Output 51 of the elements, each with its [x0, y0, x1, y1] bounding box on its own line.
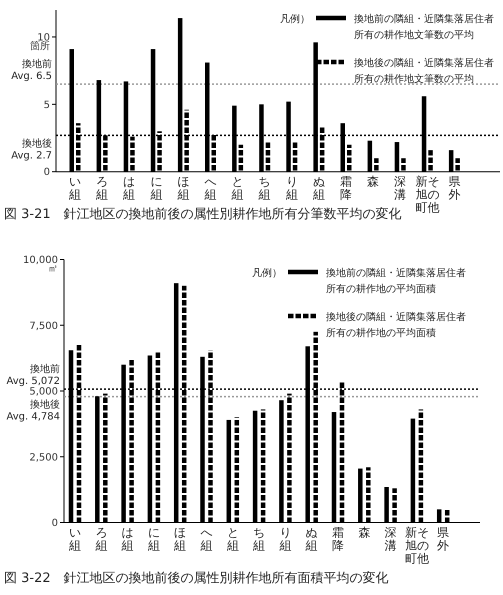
ref-line-label: 換地前 Avg. 5,072 — [6, 363, 60, 388]
y-tick-label: 5 — [44, 100, 50, 111]
legend-label: 換地前の隣組・近隣集落居住者所有の耕作地文筆数の平均 — [354, 13, 494, 41]
x-tick-label: 森 — [358, 526, 370, 540]
x-tick-label: ち組 — [252, 526, 266, 552]
text: 図 3-22 針江地区の換地前後の属性別耕作地所有面積平均の変化 — [4, 570, 389, 586]
x-tick-label: ほ組 — [176, 174, 190, 202]
x-tick-label: ぬ組 — [304, 526, 318, 552]
x-tick-label: り組 — [278, 526, 292, 552]
x-tick-label: ろ組 — [95, 174, 108, 202]
x-tick-label: 新旭町その他 — [404, 526, 429, 566]
y-axis-title: ㎡ — [48, 264, 58, 274]
y-axis-title: 箇所 — [30, 40, 50, 52]
legend-label: 換地前の隣組・近隣集落居住者所有の耕作地の平均面積 — [326, 267, 466, 295]
x-tick-label: い組 — [68, 174, 81, 202]
x-tick-label: 深溝 — [394, 174, 406, 202]
x-tick-label: 県外 — [448, 174, 460, 202]
x-tick-label: は組 — [122, 174, 136, 202]
ref-line-label: 換地前 Avg. 6.5 — [11, 58, 52, 82]
y-tick-label: 0 — [44, 167, 50, 178]
x-tick-label: 霜降 — [340, 174, 352, 202]
x-tick-label: 深溝 — [384, 526, 397, 552]
x-tick-label: は組 — [120, 526, 134, 552]
x-tick-label: ぬ組 — [312, 174, 325, 202]
x-tick-label: へ組 — [204, 174, 216, 202]
ref-line-label: 換地後 Avg. 2.7 — [11, 137, 52, 162]
y-tick-label: 2,500 — [29, 452, 58, 464]
x-tick-label: 県外 — [437, 526, 450, 552]
y-tick-label: 10,000 — [23, 255, 58, 266]
x-tick-label: と組 — [230, 174, 244, 202]
x-tick-label: ろ組 — [94, 526, 108, 552]
x-tick-label: 新旭町その他 — [415, 174, 440, 215]
x-tick-label: り組 — [284, 174, 298, 202]
x-tick-label: ほ組 — [173, 526, 186, 552]
y-tick-label: 7,500 — [29, 320, 58, 332]
y-tick-label: 5,000 — [29, 386, 58, 398]
legend-label: 換地後の隣組・近隣集落居住者所有の耕作地文筆数の平均 — [354, 57, 494, 85]
x-tick-label: い組 — [68, 526, 81, 552]
x-tick-label: に組 — [146, 526, 160, 552]
ref-line-label: 換地後 Avg. 4,784 — [6, 398, 60, 423]
y-tick-label: 0 — [52, 518, 58, 529]
legend-title: 凡例） — [252, 268, 282, 279]
x-tick-label: と組 — [226, 526, 239, 552]
x-tick-label: 森 — [367, 174, 380, 189]
x-tick-label: へ組 — [200, 526, 212, 552]
x-tick-label: 霜降 — [332, 526, 344, 552]
legend-label: 換地後の隣組・近隣集落居住者所有の耕作地の平均面積 — [326, 311, 466, 339]
legend-title: 凡例） — [280, 14, 310, 25]
x-tick-label: に組 — [149, 174, 162, 202]
x-tick-label: ち組 — [258, 174, 271, 202]
text: 図 3-21 針江地区の換地前後の属性別耕作地所有分筆数平均の変化 — [4, 206, 402, 222]
